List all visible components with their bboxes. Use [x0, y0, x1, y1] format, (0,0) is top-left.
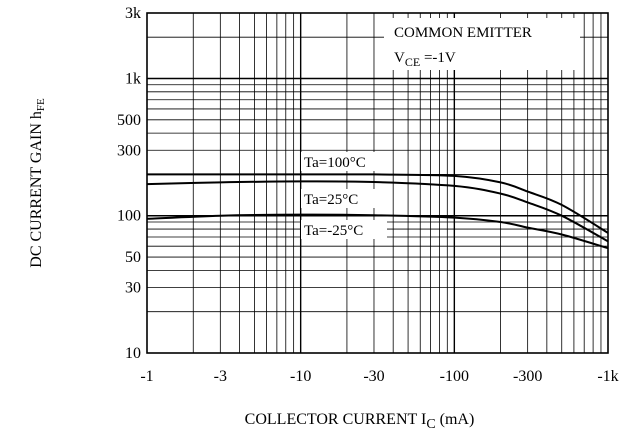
series-label: Ta=100°C	[304, 155, 366, 171]
annotation-vce-prefix: V	[394, 50, 405, 66]
y-tick-label: 50	[125, 249, 141, 266]
annotation-common-emitter: COMMON EMITTER	[394, 25, 532, 41]
y-axis-title: DC CURRENT GAIN hFE	[28, 98, 47, 268]
series-label-background	[301, 152, 387, 171]
annotation-vce: VCE =-1V	[394, 50, 456, 69]
y-tick-label: 500	[117, 112, 141, 129]
grid	[147, 13, 608, 353]
y-tick-label: 1k	[125, 70, 141, 87]
x-tick-label: -3	[214, 368, 227, 385]
series-line	[146, 213, 609, 250]
y-tick-label: 100	[117, 208, 141, 225]
series-label: Ta=-25°C	[304, 223, 363, 239]
x-tick-label: -300	[513, 368, 542, 385]
x-tick-label: -10	[290, 368, 311, 385]
y-tick-labels: 10 30 50 100 300 500 1k 3k	[117, 5, 141, 362]
y-axis-title-main: DC CURRENT GAIN h	[28, 111, 45, 268]
x-tick-label: -100	[440, 368, 469, 385]
x-axis-title-subscript: C	[426, 417, 435, 432]
x-axis-title-unit: (mA)	[436, 411, 475, 428]
series-line	[146, 173, 609, 234]
series-labels: Ta=100°C Ta=25°C Ta=-25°C	[301, 152, 387, 239]
series-label-background	[301, 220, 387, 239]
x-axis-title: COLLECTOR CURRENT IC (mA)	[245, 411, 475, 432]
annotation-vce-subscript: CE	[405, 55, 420, 69]
series-layer	[146, 173, 609, 250]
y-tick-label: 30	[125, 280, 141, 297]
annotation-vce-suffix: =-1V	[420, 50, 456, 66]
x-axis-title-main: COLLECTOR CURRENT I	[245, 411, 427, 428]
y-tick-label: 10	[125, 345, 141, 362]
plot-frame	[146, 12, 609, 354]
x-tick-labels: -1 -3 -10 -30 -100 -300 -1k	[140, 368, 618, 385]
y-tick-label: 300	[117, 142, 141, 159]
x-tick-label: -1k	[597, 368, 618, 385]
series-label-background	[301, 189, 387, 208]
x-tick-label: -30	[363, 368, 384, 385]
y-tick-label: 3k	[125, 5, 141, 22]
y-axis-title-subscript: FE	[35, 98, 47, 111]
series-line	[146, 180, 609, 243]
x-tick-label: -1	[140, 368, 153, 385]
annotation-background	[384, 18, 580, 70]
series-label: Ta=25°C	[304, 192, 358, 208]
